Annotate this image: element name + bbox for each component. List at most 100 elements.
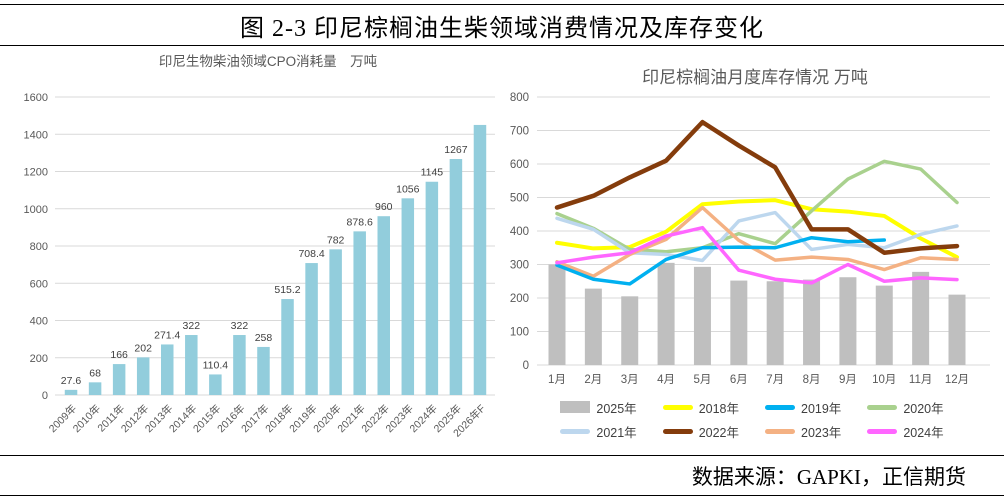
figure-title: 图 2-3 印尼棕榈油生柴领域消费情况及库存变化 [240, 16, 764, 42]
legend-row: 2021年 2022年 2023年 2024年 [500, 419, 1004, 443]
bar-2025 [839, 277, 857, 365]
x-tick-label: 2月 [584, 374, 602, 386]
bar-value-label: 322 [183, 320, 201, 332]
bar [449, 159, 463, 395]
x-tick-label: 1月 [548, 374, 566, 386]
y-tick-label: 0 [523, 360, 529, 372]
bar-2025 [693, 266, 711, 365]
y-tick-label: 1600 [24, 92, 48, 104]
bar [64, 389, 78, 395]
x-tick-label: 10月 [872, 374, 896, 386]
y-tick-label: 800 [510, 92, 529, 104]
x-tick-label: 8月 [803, 374, 821, 386]
y-tick-label: 500 [510, 193, 529, 205]
legend-swatch [662, 404, 693, 410]
charts-row: 印尼生物柴油领域CPO消耗量 万吨 0 200 400 600 800 1000 1200 14… [0, 45, 1004, 455]
x-tick-label: 7月 [766, 374, 784, 386]
top-rule [0, 4, 1004, 5]
y-tick-label: 800 [30, 241, 48, 253]
x-tick-label: 6月 [730, 374, 748, 386]
x-tick-label: 5月 [694, 374, 712, 386]
legend-swatch [765, 404, 795, 410]
legend-item-2021年: 2021年 [560, 422, 637, 441]
y-tick-label: 0 [42, 390, 48, 402]
bar [329, 249, 342, 395]
bar [425, 181, 439, 395]
line-2022年 [554, 119, 960, 256]
bar-value-label: 1267 [444, 144, 468, 156]
line-2023年 [555, 205, 959, 278]
bar [161, 344, 174, 395]
legend-item-2023年: 2023年 [765, 422, 841, 441]
legend-label: 2023年 [801, 425, 842, 440]
biodiesel-cpo-bar-chart: 印尼生物柴油领域CPO消耗量 万吨 0 200 400 600 800 1000 1200 14… [24, 54, 495, 440]
bar-value-label: 878.6 [347, 216, 373, 228]
bar-2025 [730, 280, 748, 365]
bar-value-label: 708.4 [298, 248, 324, 260]
x-tick-label: 12月 [945, 374, 969, 386]
bar-value-label: 258 [255, 332, 273, 344]
legend-item-2019年: 2019年 [765, 398, 841, 417]
bar [209, 374, 222, 395]
bar-2025 [912, 271, 930, 365]
palm-oil-inventory-combo-chart: 印尼棕榈油月度库存情况 万吨 0 100 200 300 400 500 600 700 800 1… [510, 68, 990, 386]
chart-title: 印尼棕榈油月度库存情况 万吨 [642, 68, 868, 87]
bottom-rule [0, 495, 1004, 496]
legend-item-2025年: 2025年 [560, 398, 637, 417]
y-tick-label: 300 [510, 260, 529, 272]
bar-value-label: 1145 [421, 167, 444, 179]
legend-swatch [662, 428, 693, 434]
y-tick-label: 200 [510, 293, 529, 305]
x-tick-label: 4月 [657, 374, 675, 386]
legend-swatch [560, 428, 591, 434]
legend-item-2024年: 2024年 [867, 422, 944, 441]
bar-2025 [803, 279, 821, 365]
bar-2025 [548, 264, 566, 365]
line-2024年 [555, 225, 959, 285]
bar [88, 382, 102, 395]
bar [377, 216, 390, 395]
bar [257, 346, 270, 395]
bar-value-label: 515.2 [274, 284, 300, 296]
x-tick-label: 9月 [839, 374, 857, 386]
legend-swatch [867, 428, 898, 434]
bar [473, 124, 487, 395]
bar-value-label: 166 [110, 349, 128, 361]
legend-label: 2024年 [903, 425, 944, 440]
bar-value-label: 110.4 [203, 359, 229, 371]
y-tick-label: 600 [510, 159, 529, 171]
legend-swatch [867, 404, 898, 410]
data-source-text: 数据来源：GAPKI，正信期货 [691, 465, 966, 489]
title-bottom-rule [0, 45, 1004, 46]
legend-swatch [560, 401, 591, 413]
bar [401, 198, 415, 395]
bar-2025 [621, 296, 639, 365]
bar-2025 [875, 285, 893, 365]
bar-2025 [948, 294, 966, 365]
bar [305, 263, 318, 395]
x-tick-label: 11月 [909, 374, 932, 386]
biodiesel-cpo-chart-panel: 印尼生物柴油领域CPO消耗量 万吨 0 200 400 600 800 1000 1200 14… [0, 45, 500, 455]
y-tick-label: 700 [510, 126, 529, 138]
figure-header: 图 2-3 印尼棕榈油生柴领域消费情况及库存变化 [0, 4, 1004, 46]
bar [353, 231, 366, 395]
figure-footer: 数据来源：GAPKI，正信期货 [0, 455, 1004, 496]
chart-title: 印尼生物柴油领域CPO消耗量 万吨 [159, 54, 377, 69]
legend-row: 2025年 2018年 2019年 2020年 [500, 395, 1004, 419]
legend-label: 2018年 [698, 401, 739, 416]
footer-top-rule [0, 455, 1004, 456]
y-tick-label: 1400 [24, 129, 48, 141]
bar-value-label: 68 [89, 367, 101, 379]
bar-2025 [657, 262, 675, 365]
y-tick-label: 100 [510, 327, 529, 339]
line-2020年 [555, 159, 959, 254]
bar-value-label: 782 [327, 234, 345, 246]
legend-label: 2020年 [903, 401, 944, 416]
legend-label: 2019年 [801, 401, 842, 416]
bar [281, 299, 294, 395]
bar-value-label: 271.4 [154, 329, 180, 341]
legend-item-2020年: 2020年 [867, 398, 944, 417]
bar [112, 364, 126, 395]
bar-2025 [584, 288, 602, 365]
